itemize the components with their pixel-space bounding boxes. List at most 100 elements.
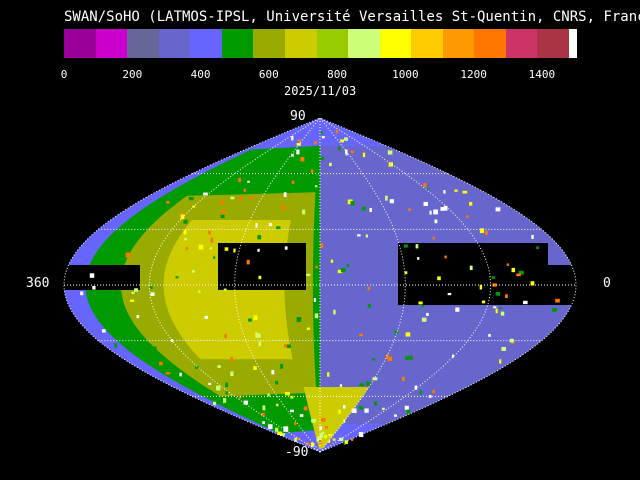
sky-speckle <box>223 288 227 291</box>
sky-speckle <box>224 247 229 251</box>
colorbar-swatch <box>442 29 475 58</box>
sky-speckle <box>243 188 246 192</box>
sky-speckle <box>492 283 497 287</box>
sky-speckle <box>440 207 445 211</box>
sky-speckle <box>204 315 209 319</box>
sky-speckle <box>381 407 385 410</box>
sky-speckle <box>366 381 371 386</box>
label-lon-360: 360 <box>26 276 50 291</box>
grid-meridian <box>234 117 321 453</box>
sky-speckle <box>230 357 234 362</box>
sky-speckle <box>208 382 212 385</box>
sky-speckle <box>185 247 189 251</box>
sky-speckle <box>230 371 234 377</box>
sky-speckle <box>183 219 188 224</box>
sky-speckle <box>195 366 199 369</box>
colorbar-swatch <box>379 29 412 58</box>
sky-speckle <box>180 214 185 220</box>
sky-speckle <box>428 395 432 398</box>
sky-speckle <box>329 162 332 167</box>
sky-speckle <box>261 412 265 416</box>
sky-speckle <box>129 299 135 302</box>
sky-speckle <box>454 189 458 192</box>
colorbar-tick-label: 1000 <box>392 68 419 81</box>
colorbar-swatch <box>190 29 222 58</box>
no-data-region <box>64 265 140 290</box>
sky-speckle <box>338 146 341 151</box>
colorbar-swatch <box>127 29 159 58</box>
sky-speckle <box>518 270 524 275</box>
sky-speckle <box>191 270 195 273</box>
sky-speckle <box>501 346 507 351</box>
sky-speckle <box>495 291 501 296</box>
sky-speckle <box>268 223 273 227</box>
sky-speckle <box>244 405 249 410</box>
sky-speckle <box>495 308 498 314</box>
colorbar-swatch <box>537 29 569 58</box>
sky-speckle <box>277 431 283 436</box>
sky-speckle <box>303 406 308 411</box>
sky-speckle <box>479 284 483 290</box>
colorbar-swatch <box>505 29 538 58</box>
sky-speckle <box>280 433 285 436</box>
sky-speckle <box>340 139 345 143</box>
sky-speckle <box>423 182 427 188</box>
sky-speckle <box>311 169 314 174</box>
sky-speckle <box>364 408 369 413</box>
sky-speckle <box>281 205 286 210</box>
sky-speckle <box>417 256 420 260</box>
sky-speckle <box>523 300 528 305</box>
sky-speckle <box>183 230 187 235</box>
colorbar-swatch <box>474 29 506 58</box>
colorbar-swatch <box>95 29 128 58</box>
label-lat-90: 90 <box>290 109 306 124</box>
sky-speckle <box>423 201 428 206</box>
sky-speckle <box>179 372 182 377</box>
sky-speckle <box>247 180 250 183</box>
sky-speckle <box>418 301 423 305</box>
sky-speckle <box>415 244 419 249</box>
sky-speckle <box>506 263 509 266</box>
colorbar-swatch <box>316 29 349 58</box>
sky-speckle <box>350 150 355 153</box>
sky-speckle <box>495 207 501 212</box>
sky-speckle <box>291 180 295 184</box>
sky-speckle <box>101 329 106 333</box>
sky-speckle <box>276 226 281 230</box>
sky-speckle <box>347 199 353 205</box>
sky-speckle <box>258 341 262 347</box>
sky-speckle <box>332 438 336 441</box>
colorbar-swatch <box>221 29 254 58</box>
sky-speckle <box>275 427 279 432</box>
sky-speckle <box>509 338 514 343</box>
sky-speckle <box>210 237 214 243</box>
sky-speckle <box>335 130 339 134</box>
sky-speckle <box>511 267 516 273</box>
sky-speckle <box>313 298 316 302</box>
sky-speckle <box>327 372 330 377</box>
sky-speckle <box>296 149 300 155</box>
sky-speckle <box>255 333 261 338</box>
sky-speckle <box>253 366 257 370</box>
sky-speckle <box>149 286 153 289</box>
sky-speckle <box>238 395 242 399</box>
sky-speckle <box>372 377 378 381</box>
sky-speckle <box>393 414 398 417</box>
colorbar-tick-label: 200 <box>122 68 143 81</box>
sky-speckle <box>330 259 334 263</box>
sky-speckle <box>530 281 535 286</box>
sky-speckle <box>179 212 185 216</box>
sky-speckle <box>469 265 473 271</box>
label-lon-0: 0 <box>603 276 611 291</box>
sky-speckle <box>250 196 254 199</box>
sky-speckle <box>213 401 217 406</box>
sky-speckle <box>488 334 491 337</box>
sky-speckle <box>230 196 235 200</box>
sky-speckle <box>203 192 208 196</box>
sky-speckle <box>328 440 331 443</box>
sky-speckle <box>224 333 227 339</box>
sky-speckle <box>516 273 521 277</box>
sky-speckle <box>351 438 354 441</box>
sky-speckle <box>299 414 304 417</box>
